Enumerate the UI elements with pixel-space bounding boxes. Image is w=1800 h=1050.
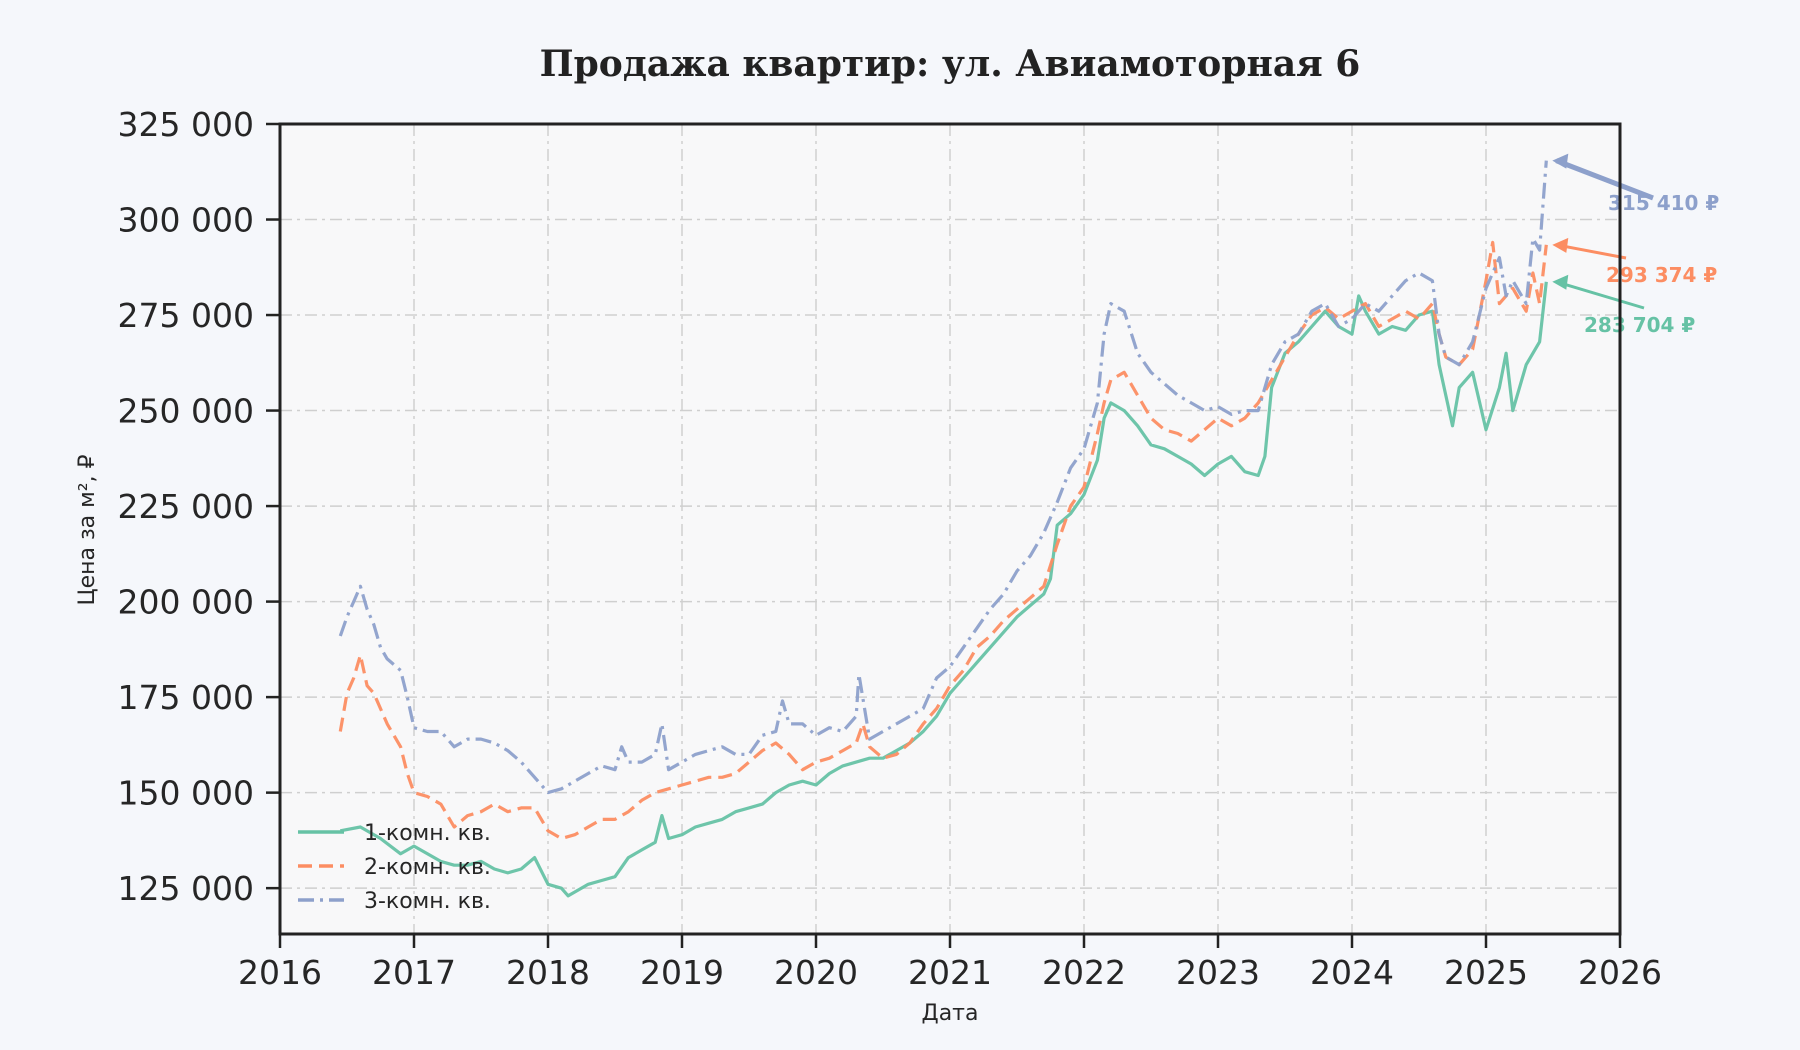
annotation-arrow bbox=[1555, 158, 1654, 201]
legend-label: 3-комн. кв. bbox=[364, 889, 491, 914]
series-line-1-room bbox=[340, 281, 1548, 898]
annotation-label: 283 704 ₽ bbox=[1584, 313, 1695, 337]
annotation-arrow bbox=[1556, 243, 1627, 260]
x-tick-label: 2016 bbox=[238, 953, 322, 992]
annotation-arrowhead bbox=[1552, 274, 1569, 290]
legend-label: 1-комн. кв. bbox=[364, 821, 491, 846]
series-group bbox=[338, 160, 1548, 898]
annotation-arrowhead bbox=[1552, 153, 1569, 169]
series-line-3-room bbox=[338, 160, 1548, 795]
x-tick-label: 2021 bbox=[908, 953, 992, 992]
x-tick-label: 2020 bbox=[774, 953, 858, 992]
x-tick-label: 2026 bbox=[1578, 953, 1662, 992]
annotation-label: 315 410 ₽ bbox=[1608, 191, 1719, 215]
annotation-arrowhead bbox=[1552, 237, 1569, 253]
x-tick-label: 2017 bbox=[372, 953, 456, 992]
x-tick-label: 2019 bbox=[640, 953, 724, 992]
series-line-2-room bbox=[338, 240, 1548, 841]
end-annotations: 283 704 ₽ 293 374 ₽ 315 410 ₽ bbox=[1552, 153, 1719, 337]
y-tick-label: 300 000 bbox=[118, 201, 254, 240]
y-tick-label: 275 000 bbox=[118, 296, 254, 335]
y-axis-ticks: 125 000 150 000 175 000 200 000 225 000 250 0… bbox=[118, 105, 280, 908]
x-tick-label: 2018 bbox=[506, 953, 590, 992]
x-tick-label: 2022 bbox=[1042, 953, 1126, 992]
y-axis-label: Цена за м², ₽ bbox=[75, 454, 100, 605]
y-tick-label: 150 000 bbox=[118, 774, 254, 813]
y-tick-label: 200 000 bbox=[118, 583, 254, 622]
x-tick-label: 2023 bbox=[1176, 953, 1260, 992]
annotation-arrow bbox=[1555, 280, 1645, 310]
x-axis-ticks: 2016 2017 2018 2019 2020 2021 2022 2023 2024 2025… bbox=[238, 934, 1662, 992]
y-tick-label: 175 000 bbox=[118, 678, 254, 717]
annotation-label: 293 374 ₽ bbox=[1606, 263, 1717, 287]
x-tick-label: 2025 bbox=[1444, 953, 1528, 992]
y-tick-label: 250 000 bbox=[118, 392, 254, 431]
chart-title: Продажа квартир: ул. Авиамоторная 6 bbox=[540, 43, 1361, 85]
y-tick-label: 225 000 bbox=[118, 487, 254, 526]
x-tick-label: 2024 bbox=[1310, 953, 1394, 992]
legend: 1-комн. кв. 2-комн. кв. 3-комн. кв. bbox=[298, 821, 491, 914]
y-tick-label: 125 000 bbox=[118, 869, 254, 908]
y-tick-label: 325 000 bbox=[118, 105, 254, 144]
grid-lines bbox=[280, 124, 1620, 934]
x-axis-label: Дата bbox=[922, 1001, 979, 1026]
legend-label: 2-комн. кв. bbox=[364, 855, 491, 880]
